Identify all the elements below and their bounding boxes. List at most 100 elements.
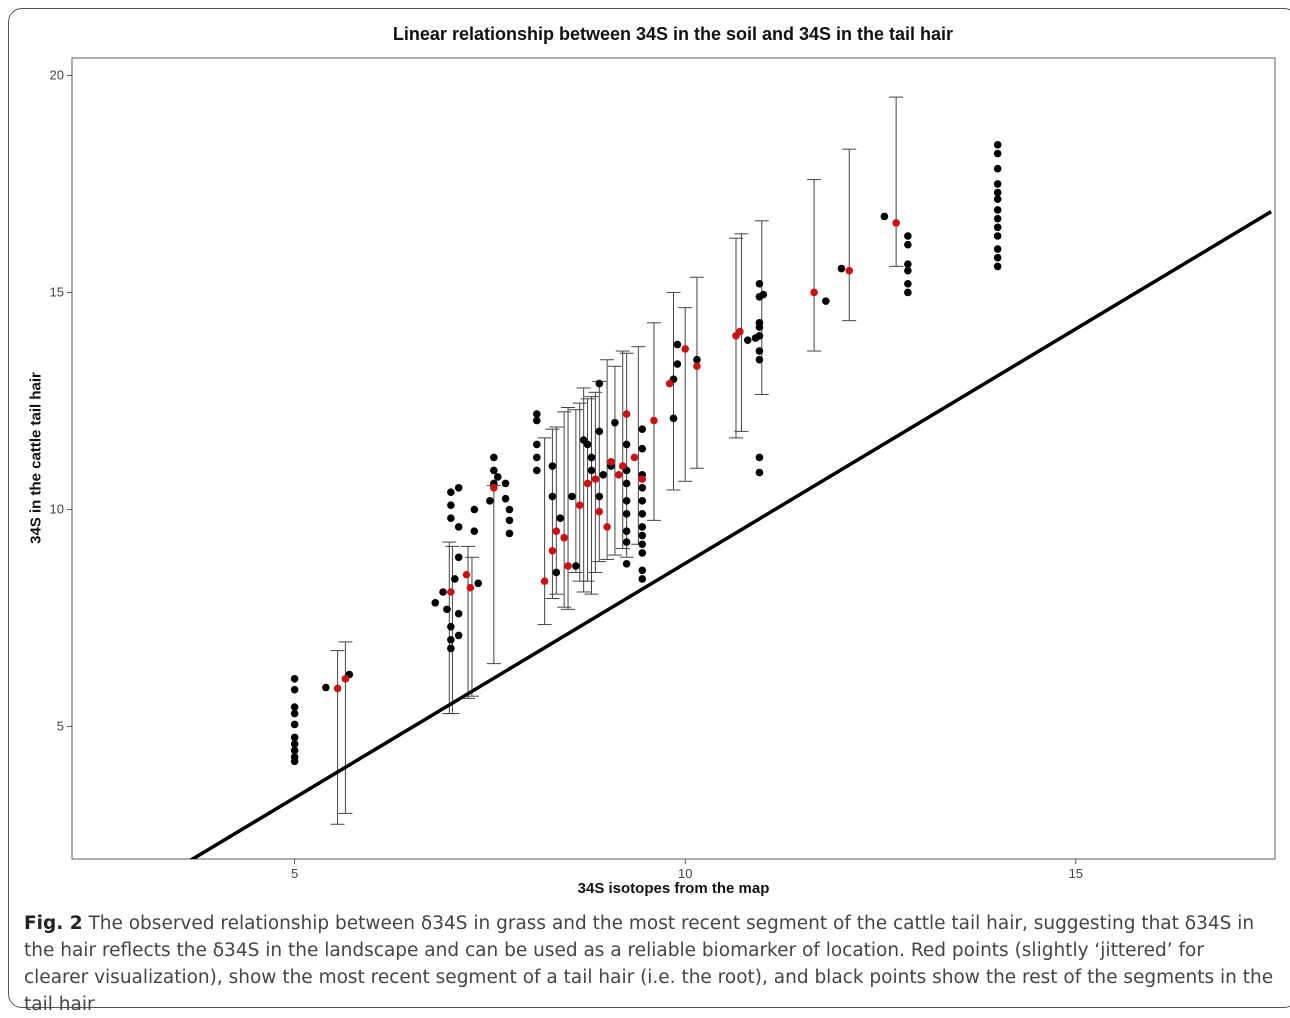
hair-segment-point: [638, 540, 647, 549]
hair-segment-point: [568, 492, 576, 501]
hair-segment-point: [611, 418, 619, 427]
y-axis-label: 34S in the cattle tail hair: [27, 372, 45, 544]
error-bar: [557, 411, 572, 608]
error-bar: [689, 276, 704, 469]
hair-segment-point: [595, 492, 604, 501]
y-tick-label: 5: [57, 719, 64, 734]
hair-segment-point: [993, 188, 1002, 197]
hair-segment-point: [622, 527, 631, 536]
hair-segment-point: [454, 609, 463, 618]
root-segment-point: [490, 484, 498, 492]
hair-segment-point: [638, 444, 647, 453]
root-segment-point: [583, 479, 592, 488]
hair-segment-point: [290, 740, 299, 748]
root-segment-point: [845, 266, 854, 275]
hair-segment-point: [638, 497, 647, 505]
hair-segment-point: [290, 746, 299, 755]
error-bar: [545, 428, 560, 600]
hair-segment-point: [638, 531, 647, 540]
root-segment-point: [650, 416, 658, 425]
error-bar: [754, 220, 769, 395]
error-bar: [561, 406, 576, 610]
root-segment-point: [736, 327, 744, 336]
caption-label: Fig. 2: [24, 913, 83, 934]
root-segment-point: [810, 288, 818, 297]
hair-segment-point: [638, 484, 647, 492]
caption-text: The observed relationship between δ34S i…: [24, 913, 1274, 1015]
hair-segment-point: [474, 579, 483, 588]
error-bar: [807, 179, 822, 352]
y-tick-label: 20: [50, 67, 64, 82]
hair-segment-point: [993, 245, 1002, 253]
hair-segment-point: [322, 683, 330, 692]
hair-segment-point: [622, 510, 631, 518]
root-segment-point: [466, 583, 475, 592]
root-segment-point: [615, 470, 623, 479]
error-bar: [580, 398, 595, 582]
hair-segment-point: [904, 240, 912, 249]
hair-segment-point: [755, 347, 764, 355]
error-bar: [576, 387, 591, 593]
hair-segment-point: [447, 644, 455, 653]
y-axis-ticks: 5 10 15 20: [50, 67, 72, 734]
hair-segment-point: [993, 206, 1002, 214]
root-segment-point: [665, 379, 674, 388]
hair-segment-point: [583, 440, 592, 449]
regression-line-group: [189, 210, 1272, 859]
error-bar: [584, 396, 599, 595]
hair-segment-point: [599, 470, 607, 479]
error-bar: [619, 352, 634, 558]
error-bar: [607, 365, 622, 556]
hair-segment-point: [443, 605, 451, 614]
hair-segment-point: [447, 635, 455, 644]
root-segment-point: [333, 684, 342, 693]
hair-segment-point: [755, 468, 764, 477]
hair-segment-point: [548, 492, 557, 501]
x-axis-label: 34S isotopes from the map: [577, 880, 770, 897]
hair-segment-point: [505, 516, 514, 525]
error-bar: [549, 426, 564, 595]
hair-segment-point: [486, 497, 494, 505]
hair-segment-point: [532, 440, 541, 449]
error-bars: [330, 96, 904, 825]
hair-segment-point: [837, 264, 846, 273]
hair-segment-point: [904, 279, 912, 288]
hair-segment-point: [470, 505, 479, 514]
root-segment-point: [560, 533, 568, 542]
x-tick-label: 15: [1069, 866, 1083, 881]
hair-segment-point: [595, 427, 604, 436]
hair-segment-point: [490, 453, 498, 462]
error-bar: [842, 148, 857, 322]
regression-line: [189, 210, 1272, 859]
error-bar: [537, 437, 552, 626]
hair-segment-point: [454, 484, 463, 492]
root-segment-point: [603, 523, 611, 531]
hair-segment-point: [622, 497, 631, 505]
hair-segment-point: [439, 588, 447, 596]
y-tick-label: 10: [50, 502, 64, 517]
error-bar: [678, 307, 693, 482]
hair-segment-point: [993, 149, 1002, 158]
hair-segment-point: [470, 527, 479, 536]
error-bar: [338, 641, 353, 814]
hair-segment-point: [638, 523, 647, 531]
root-segment-point: [638, 475, 647, 483]
error-bar: [889, 96, 904, 267]
y-tick-label: 15: [50, 284, 64, 299]
hair-segment-point: [993, 180, 1002, 188]
hair-segment-point: [993, 214, 1002, 223]
root-segment-point: [447, 588, 455, 596]
error-bar: [464, 556, 479, 697]
root-segment-point: [681, 345, 690, 353]
hair-segment-point: [693, 355, 701, 364]
hair-segment-point: [447, 488, 455, 496]
root-segment-point: [575, 501, 584, 509]
hair-segment-point: [532, 410, 541, 418]
hair-segment-point: [454, 523, 463, 531]
hair-segment-point: [638, 510, 647, 518]
figure-caption: Fig. 2 The observed relationship between…: [24, 910, 1274, 1018]
hair-segment-point: [638, 575, 647, 583]
hair-segment-point: [638, 549, 647, 557]
x-axis-ticks: 5 10 15: [291, 859, 1083, 881]
hair-segment-point: [993, 164, 1002, 173]
